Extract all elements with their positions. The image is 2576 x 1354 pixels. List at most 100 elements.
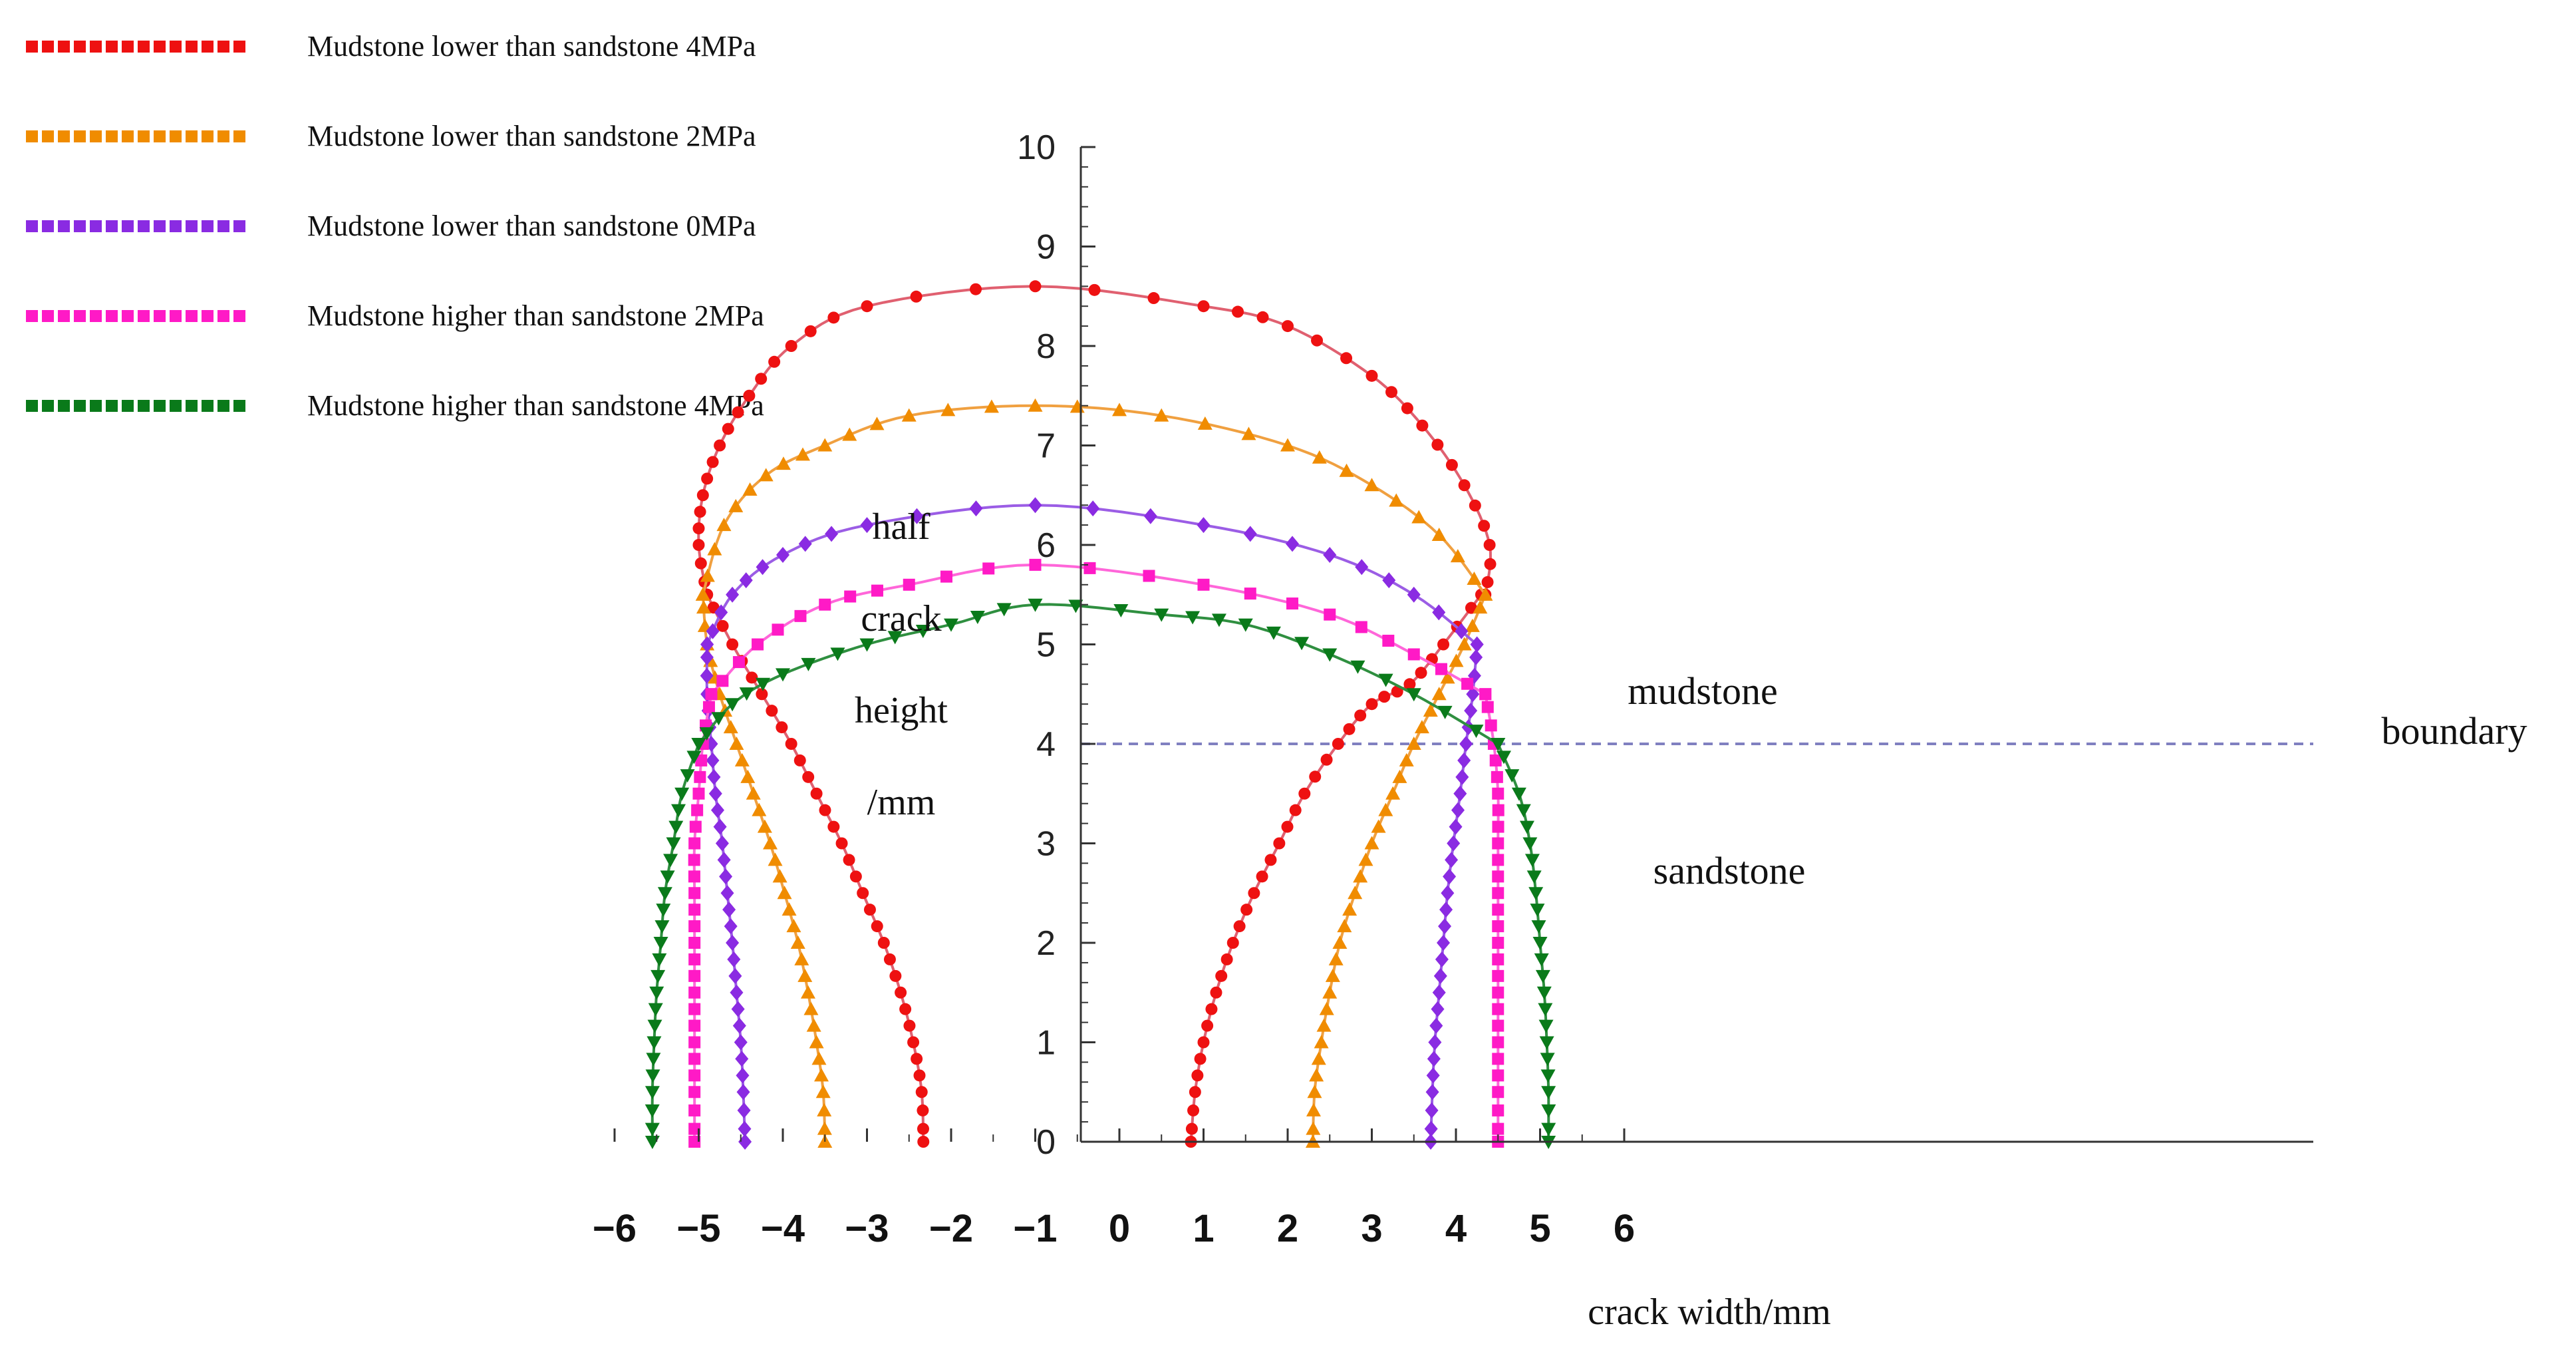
series-2-point [714,604,728,621]
y-tick-label: 2 [1036,924,1056,963]
series-4-point [1378,673,1393,687]
series-2-point [724,918,738,935]
series-0-point [1185,1122,1198,1135]
series-1-point [1311,1051,1326,1065]
series-0-point [1311,334,1324,347]
legend-3-swatch-dot [74,310,86,322]
series-1-point [1353,869,1368,883]
series-0-point [1248,887,1260,900]
series-0-point [861,300,873,313]
series-1-point [815,1085,831,1099]
legend-3-swatch-dot [202,310,214,322]
series-4-point [1522,837,1538,851]
y-tick-label: 10 [1017,128,1056,167]
series-3-point [1492,920,1504,933]
series-2-point [1432,984,1446,1001]
legend-3-swatch-dot [138,310,150,322]
series-4-point [1437,705,1453,719]
series-0-point [755,373,768,385]
legend-3-label: Mudstone higher than sandstone 2MPa [307,299,764,332]
legend-0-swatch-dot [106,41,118,53]
series-4-point [666,837,681,851]
series-0-point [1354,709,1367,722]
series-1-point [763,836,778,850]
series-1-point [1306,1121,1321,1135]
series-1-point [729,737,744,750]
series-3-point [688,837,701,850]
y-tick-label: 4 [1036,725,1056,764]
series-4-point [1519,820,1534,834]
series-3-point [752,638,764,651]
series-4-point [1469,725,1484,739]
series-1-point [1337,919,1352,933]
series-2-point [860,517,874,534]
series-3-point [1492,1036,1504,1049]
series-2-point [1441,885,1455,902]
series-0-point [1437,638,1450,651]
series-1-point [869,417,885,430]
legend-4-swatch-dot [170,400,182,412]
series-0-point [1191,1069,1204,1082]
series-0-point [863,904,876,916]
series-0-point [1415,667,1427,679]
series-0-point [849,870,862,883]
legend-2-swatch-dot [42,220,54,232]
legend-4-swatch-dot [58,400,70,412]
series-1-point [817,438,833,452]
series-1-point [695,587,710,601]
series-0-point [889,969,902,982]
legend-3-swatch-dot [26,310,38,322]
series-0-mudstone-arc-line [697,285,1493,595]
series-3-point [689,820,702,833]
series-0-point [915,1086,928,1099]
legend-3-swatch-dot [42,310,54,322]
series-0-point [819,804,831,816]
series-2-point [910,508,924,524]
series-2-point [1449,818,1463,835]
series-3-point [688,1053,701,1065]
series-3-point [688,986,701,999]
legend-4-swatch-dot [138,400,150,412]
series-3-mudstone-arc-line [710,563,1487,696]
series-0-point [1215,969,1228,982]
series-3-point [1492,1003,1504,1015]
legend-1-label: Mudstone lower than sandstone 2MPa [307,120,756,152]
series-2-point [1382,572,1396,589]
series-1-point [746,786,761,800]
legend-4-swatch-dot [90,400,102,412]
series-2-point [1243,526,1257,542]
series-2-point [738,1134,752,1150]
series-4-point [1540,1053,1555,1067]
series-1-point [1478,587,1493,601]
series-0-point [895,986,907,999]
series-4-point [663,854,678,868]
series-1-point [1414,720,1429,734]
series-4-point [859,638,875,652]
series-4-point [644,1086,660,1100]
series-1-point [1431,528,1447,542]
y-tick-label: 6 [1036,526,1056,565]
series-2-point [738,1120,752,1137]
series-0-point [1147,292,1160,305]
series-0-point [1332,738,1344,750]
series-2-point [776,546,789,563]
series-1-point [777,886,792,900]
series-0-point [1256,870,1268,883]
series-2-point [722,902,736,918]
annotation-boundary: boundary [2381,709,2527,753]
series-3-point [688,870,700,883]
series-1-point [1241,426,1256,440]
legend-0-swatch-dot [217,41,229,53]
x-tick-label: 2 [1277,1207,1298,1250]
series-0-point [722,423,734,435]
legend-2-swatch-dot [186,220,198,232]
series-1-point [707,542,722,556]
series-3-point [688,1069,701,1082]
series-1-point [1457,637,1472,651]
legend-3-swatch-dot [233,310,245,322]
series-3-point [1492,804,1504,816]
series-3-point [688,1104,701,1116]
series-3-point [688,1019,701,1032]
series-1-point [1392,769,1407,783]
series-3-point [1435,663,1447,675]
